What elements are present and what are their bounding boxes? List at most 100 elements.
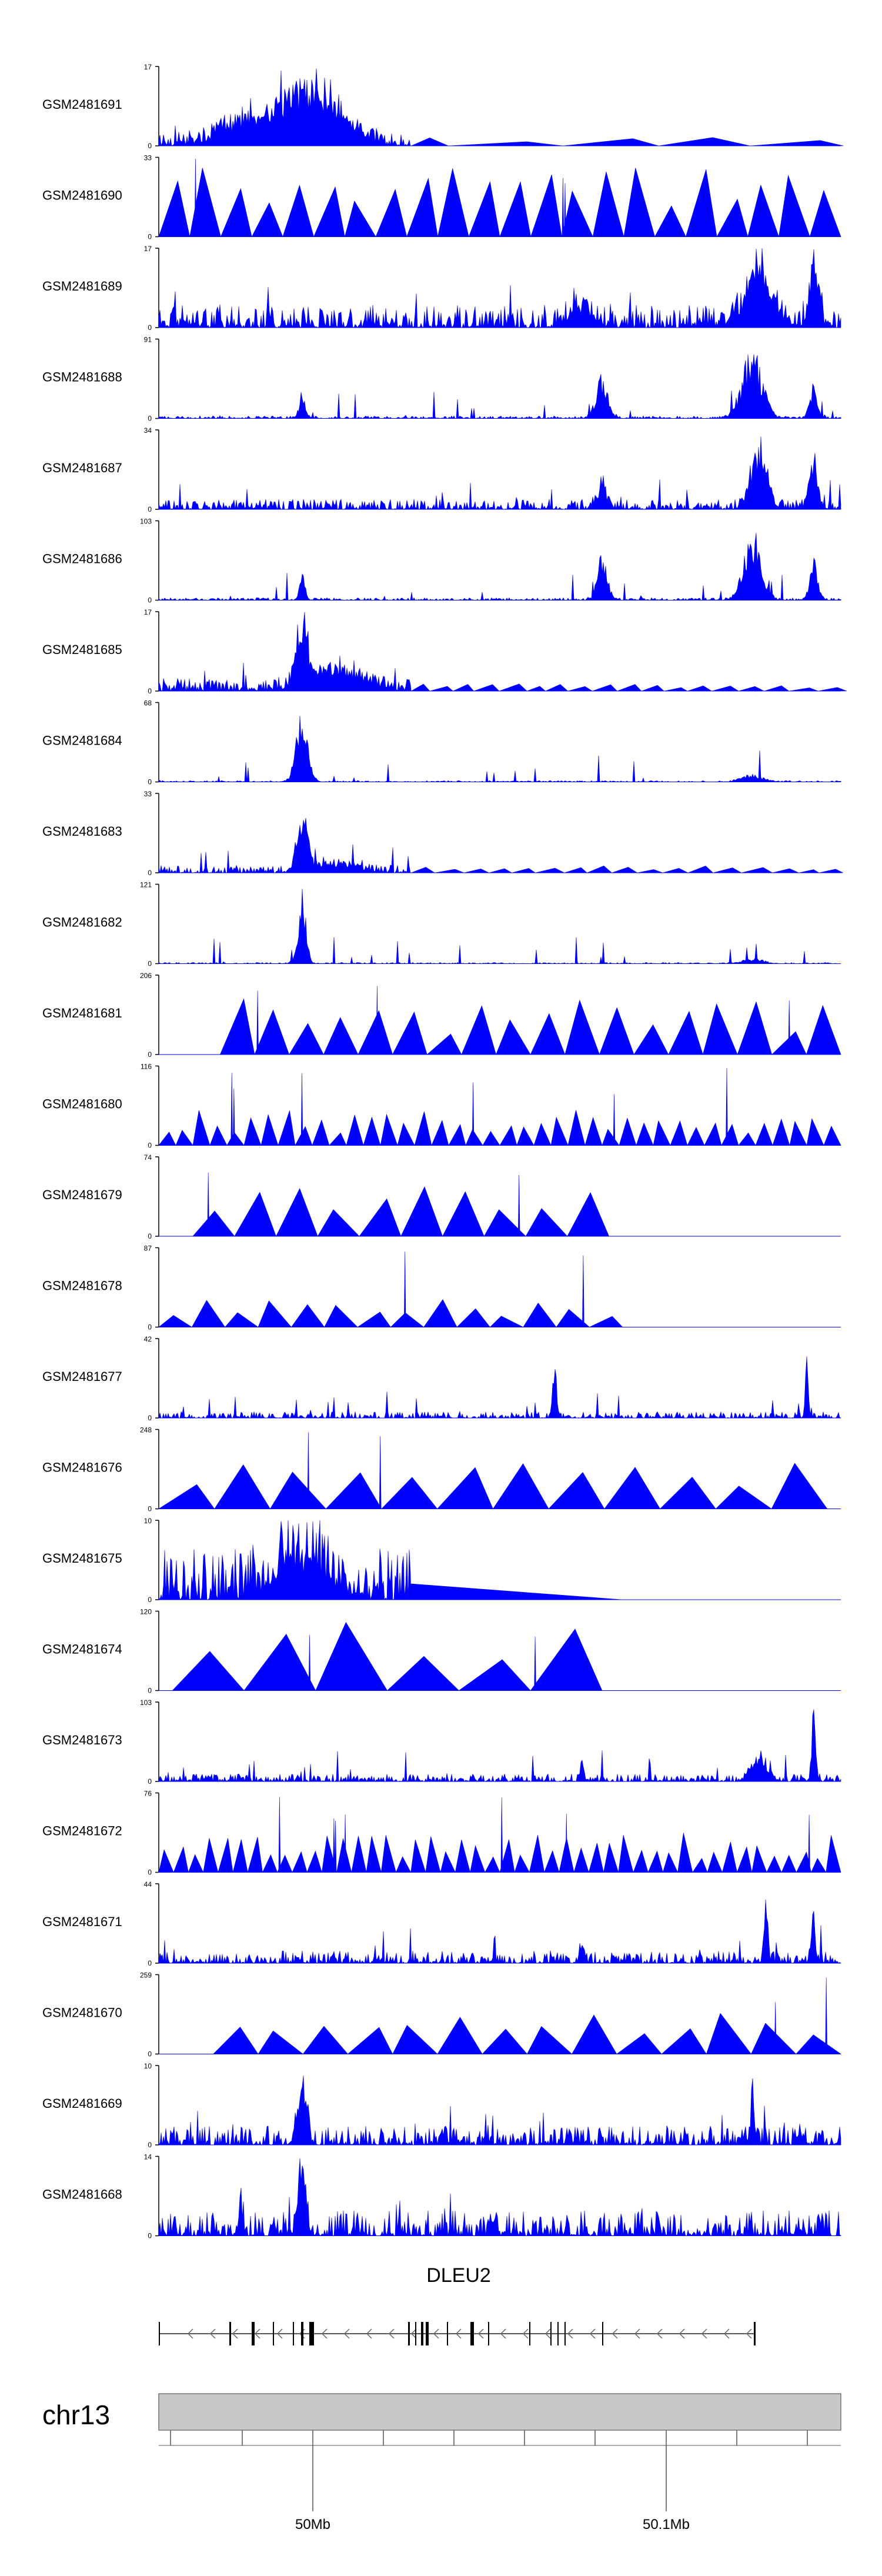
track-y-max-label: 87 — [144, 1244, 152, 1253]
track-y-min-label: 0 — [148, 596, 152, 605]
track-label: GSM2481687 — [42, 461, 122, 475]
gene-exon — [415, 2322, 416, 2345]
track-label: GSM2481671 — [42, 1914, 122, 1929]
gene-exon — [602, 2322, 603, 2345]
track-y-min-label: 0 — [148, 960, 152, 968]
track-label: GSM2481676 — [42, 1460, 122, 1475]
track-y-max-label: 116 — [141, 1063, 152, 1071]
track-coverage-area — [213, 1977, 841, 2055]
gene-strand-arrow — [343, 2328, 350, 2339]
gene-strand-arrow — [522, 2328, 529, 2339]
gene-exon — [301, 2322, 303, 2345]
track-y-max-label: 10 — [144, 2062, 152, 2070]
track-coverage-area — [158, 1520, 623, 1600]
x-tick-label-50mb: 50Mb — [295, 2517, 330, 2532]
track-y-min-label: 0 — [148, 2141, 152, 2149]
chromosome-bar — [158, 2393, 841, 2431]
gene-exon — [488, 2322, 489, 2345]
track-coverage-area — [192, 1172, 610, 1237]
gene-strand-arrow — [679, 2328, 685, 2339]
track-y-max-label: 76 — [144, 1790, 152, 1798]
gene-strand-arrow — [500, 2328, 506, 2339]
track-gsm2481680: GSM2481680 116 0 — [42, 1063, 841, 1150]
track-coverage-area — [158, 1432, 828, 1510]
track-y-min-label: 0 — [148, 1777, 152, 1786]
gene-strand-arrow — [656, 2328, 663, 2339]
track-coverage-area — [172, 1621, 603, 1691]
track-label: GSM2481673 — [42, 1733, 122, 1747]
gene-exon — [426, 2322, 429, 2345]
track-gsm2481678: GSM2481678 87 0 — [42, 1244, 841, 1332]
gene-strand-arrow — [209, 2328, 216, 2339]
track-label: GSM2481669 — [42, 2096, 122, 2111]
track-y-max-label: 17 — [144, 63, 152, 71]
track-y-max-label: 17 — [144, 245, 152, 253]
track-gsm2481685: GSM2481685 17 0 — [42, 608, 847, 695]
track-y-max-label: 91 — [144, 336, 152, 344]
track-y-min-label: 0 — [148, 1142, 152, 1150]
track-y-min-label: 0 — [148, 1505, 152, 1513]
track-y-min-label: 0 — [148, 415, 152, 423]
gene-strand-arrow — [567, 2328, 573, 2339]
track-gsm2481688: GSM2481688 91 0 — [42, 336, 841, 423]
gene-exon — [293, 2322, 294, 2345]
track-coverage-area — [158, 68, 844, 146]
gene-exon — [447, 2322, 448, 2345]
track-label: GSM2481674 — [42, 1642, 122, 1657]
track-coverage-area — [158, 612, 847, 692]
track-y-max-label: 103 — [140, 1699, 152, 1707]
track-coverage-area — [158, 436, 841, 510]
track-coverage-area — [158, 1356, 841, 1419]
track-label: GSM2481679 — [42, 1187, 122, 1202]
track-label: GSM2481690 — [42, 188, 122, 203]
track-gsm2481679: GSM2481679 74 0 — [42, 1153, 841, 1240]
axis-ticks — [159, 2430, 841, 2511]
track-y-max-label: 74 — [144, 1153, 152, 1162]
gene-exon — [550, 2322, 552, 2345]
track-gsm2481683: GSM2481683 33 0 — [42, 790, 843, 877]
track-coverage-area — [158, 716, 841, 783]
gene-exon — [557, 2322, 559, 2345]
track-y-min-label: 0 — [148, 687, 152, 695]
track-coverage-area — [219, 986, 841, 1056]
track-coverage-area — [158, 1797, 841, 1873]
track-y-max-label: 44 — [144, 1880, 152, 1888]
track-y-min-label: 0 — [148, 2050, 152, 2058]
track-y-min-label: 0 — [148, 1868, 152, 1877]
track-y-max-label: 34 — [144, 426, 152, 435]
gene-strand-arrow — [433, 2328, 439, 2339]
track-coverage-area — [158, 1899, 841, 1964]
track-group: GSM2481691170GSM2481690330GSM2481689170G… — [42, 63, 847, 2240]
gene-strand-arrow — [634, 2328, 640, 2339]
gene-strand-arrow — [723, 2328, 730, 2339]
track-label: GSM2481675 — [42, 1551, 122, 1566]
track-gsm2481677: GSM2481677 42 0 — [42, 1335, 841, 1422]
track-gsm2481668: GSM2481668 14 0 — [42, 2153, 841, 2240]
gene-strand-arrow — [612, 2328, 618, 2339]
track-y-max-label: 33 — [144, 790, 152, 798]
track-gsm2481691: GSM2481691 17 0 — [42, 63, 844, 150]
track-label: GSM2481678 — [42, 1279, 122, 1293]
track-y-min-label: 0 — [148, 2232, 152, 2240]
track-y-min-label: 0 — [148, 233, 152, 241]
axis-track: chr13 50Mb 50.1Mb — [42, 2393, 841, 2532]
x-tick-label-50-1mb: 50.1Mb — [643, 2517, 690, 2532]
track-y-min-label: 0 — [148, 778, 152, 786]
track-y-max-label: 259 — [140, 1971, 152, 1980]
track-coverage-area — [158, 1067, 841, 1146]
track-gsm2481684: GSM2481684 68 0 — [42, 699, 841, 786]
gene-strand-arrow — [746, 2328, 752, 2339]
gene-strand-arrow — [388, 2328, 395, 2339]
track-label: GSM2481680 — [42, 1097, 122, 1112]
track-gsm2481675: GSM2481675 10 0 — [42, 1517, 841, 1604]
track-coverage-area — [158, 1709, 841, 1783]
track-gsm2481686: GSM2481686 103 0 — [42, 518, 841, 605]
gene-exon — [421, 2322, 423, 2345]
track-gsm2481676: GSM2481676 248 0 — [42, 1426, 841, 1513]
track-label: GSM2481682 — [42, 915, 122, 930]
track-y-max-label: 14 — [144, 2153, 152, 2161]
track-coverage-area — [158, 2076, 841, 2145]
track-label: GSM2481677 — [42, 1369, 122, 1384]
track-gsm2481672: GSM2481672 76 0 — [42, 1790, 841, 1877]
gene-exon — [273, 2322, 274, 2345]
